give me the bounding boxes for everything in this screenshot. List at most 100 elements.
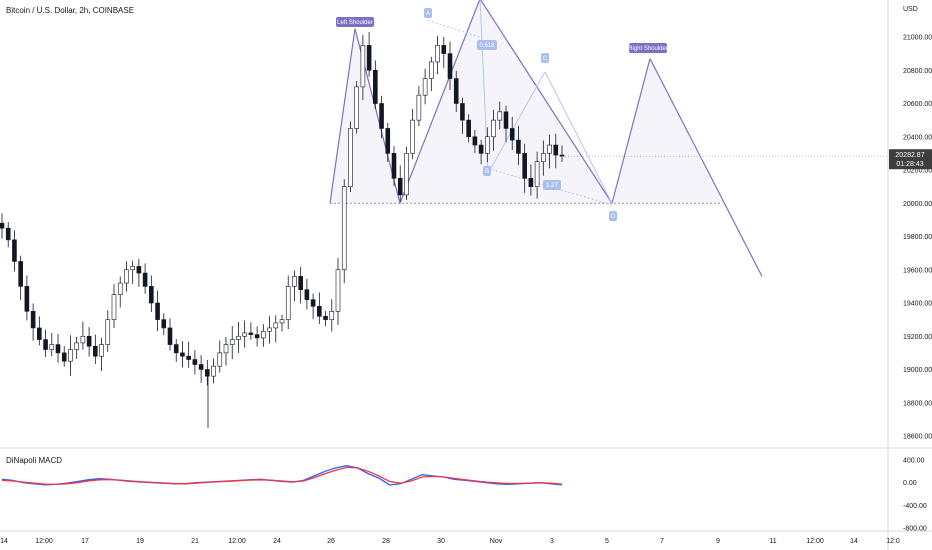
candle-body <box>391 153 397 179</box>
y-tick-label: 19400.00 <box>903 301 932 308</box>
x-tick-label: 11 <box>769 538 776 545</box>
right-shoulder-label: Right Shoulder <box>628 46 668 52</box>
candle-body <box>18 261 23 287</box>
candle-body <box>5 227 11 241</box>
y-tick-label: 19600.00 <box>903 267 932 274</box>
pattern-inner-leg <box>544 71 613 204</box>
candle-body <box>30 311 36 329</box>
candle-body <box>273 322 279 329</box>
macd-lines <box>1 465 563 486</box>
candle-body <box>466 119 471 138</box>
point-c-label-badge <box>541 53 549 63</box>
candle-body <box>105 319 111 345</box>
candle-body <box>541 153 546 162</box>
y-tick-label: 20000.00 <box>903 201 932 208</box>
candle-body <box>180 352 185 357</box>
x-tick-label: 5 <box>605 538 609 545</box>
candle-body <box>385 128 391 154</box>
candle-body <box>99 344 104 357</box>
macd-y-tick-label: -400.00 <box>903 503 927 510</box>
point-c-label: C <box>543 56 548 62</box>
candle-body <box>24 286 30 312</box>
candle-body <box>0 222 5 229</box>
candle-body <box>497 111 503 121</box>
chart-title: Bitcoin / U.S. Dollar, 2h, COINBASE <box>6 6 135 15</box>
candle-body <box>192 359 198 365</box>
left-shoulder-label-badge <box>336 17 374 27</box>
pattern-leg <box>649 58 763 277</box>
left-shoulder-fill <box>330 28 400 204</box>
x-tick-label: 12:0 <box>886 538 900 545</box>
right-shoulder-fill <box>612 58 722 204</box>
candle-body <box>111 294 117 320</box>
x-tick-label: 17 <box>81 538 89 545</box>
candle-body <box>422 78 428 96</box>
candle-body <box>429 61 434 79</box>
candle-body <box>261 330 266 339</box>
candle-body <box>547 144 552 154</box>
x-tick-label: 19 <box>136 538 144 545</box>
macd-title: DiNapoli MACD <box>6 456 63 465</box>
candle-body <box>61 352 67 362</box>
y-tick-label: 20400.00 <box>903 134 932 141</box>
candle-body <box>460 103 465 121</box>
y-unit-label: USD <box>903 6 918 13</box>
current-price: 20282.87 <box>895 152 924 159</box>
candle-body <box>522 153 527 179</box>
candle-body <box>267 327 272 332</box>
x-tick-label: 28 <box>382 538 390 545</box>
x-tick-label: 14 <box>0 538 8 545</box>
right-shoulder-label-badge <box>629 43 667 53</box>
y-tick-label: 20600.00 <box>903 101 932 108</box>
candle-body <box>86 335 92 347</box>
candle-body <box>329 311 335 320</box>
candle-body <box>37 327 42 340</box>
y-tick-label: 18600.00 <box>903 434 932 441</box>
x-tick-label: 26 <box>327 538 335 545</box>
candle-body <box>348 128 353 187</box>
ratio-0618-label: 0.618 <box>479 43 495 49</box>
candle-body <box>142 272 148 287</box>
candle-body <box>534 161 540 187</box>
candle-body <box>43 339 48 350</box>
y-tick-label: 18800.00 <box>903 400 932 407</box>
candle-body <box>379 103 384 129</box>
point-d-label: D <box>611 214 616 220</box>
candle-body <box>167 327 173 345</box>
candle-body <box>229 339 235 345</box>
left-shoulder-label: Left Shoulder <box>337 20 373 26</box>
candle-body <box>472 136 478 146</box>
x-tick-label: 24 <box>273 538 281 545</box>
candle-body <box>136 266 142 274</box>
candle-body <box>553 144 559 156</box>
candle-body <box>68 349 73 362</box>
candle-body <box>516 139 521 154</box>
x-tick-label: 12:00 <box>228 538 246 545</box>
candle-body <box>248 332 254 335</box>
candle-body <box>49 344 55 350</box>
macd-y-tick-label: 400.00 <box>903 458 925 465</box>
pattern-leg <box>329 28 356 204</box>
candle-body <box>173 344 179 354</box>
x-tick-label: 21 <box>191 538 199 545</box>
candle-body <box>292 276 297 287</box>
y-tick-label: 19200.00 <box>903 334 932 341</box>
candle-body <box>503 111 509 129</box>
candle-body <box>528 178 534 187</box>
candle-body <box>366 45 372 71</box>
macd-y-tick-label: 0.00 <box>903 480 917 487</box>
candle-body <box>55 344 61 354</box>
ratio-127-label: 1.27 <box>546 183 558 189</box>
candle-body <box>485 136 490 154</box>
candle-body <box>130 266 135 271</box>
candle-body <box>317 306 322 317</box>
candle-body <box>335 269 341 312</box>
pattern-leg <box>611 58 651 204</box>
candle-body <box>373 69 378 104</box>
axes: USD 21000.00 20800.00 20600.00 20400.00 20200… <box>0 6 932 545</box>
candle-body <box>435 45 440 63</box>
x-tick-label: 12:00 <box>806 538 824 545</box>
candle-body <box>12 239 17 262</box>
